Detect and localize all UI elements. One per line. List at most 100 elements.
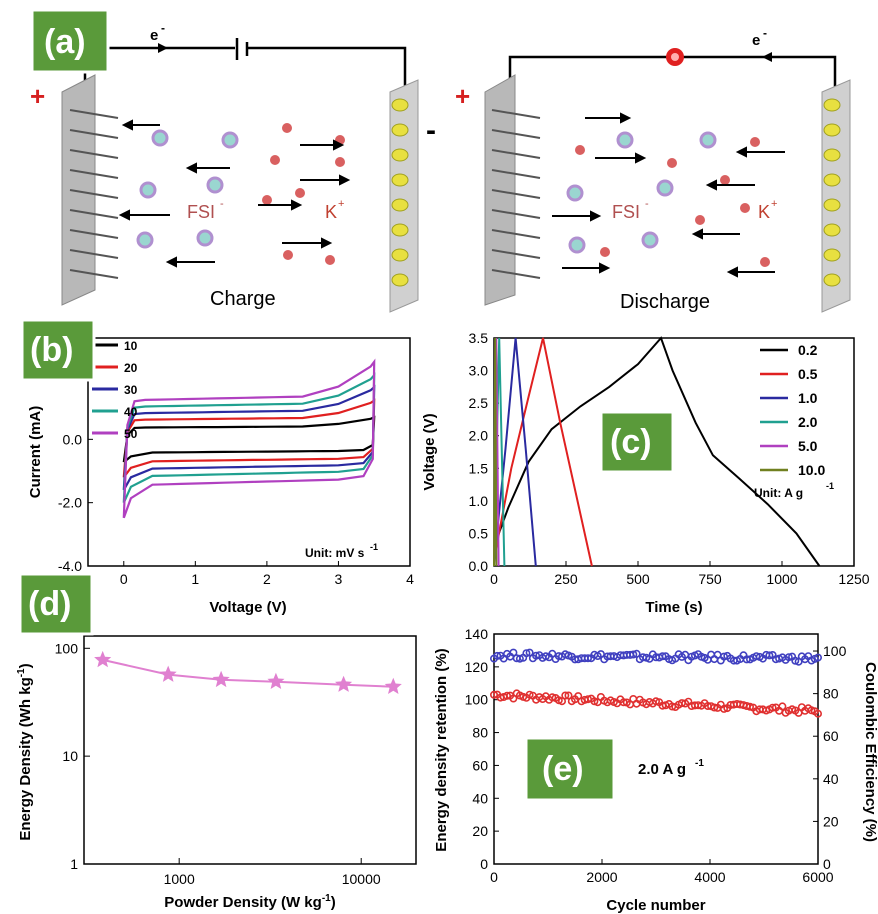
fsi-label-discharge: FSI	[612, 202, 640, 222]
panel-e-y2tick-label: 20	[823, 813, 839, 829]
panel-c-xtick-label: 0	[490, 571, 498, 587]
cathode-carbon-sheets-charge	[69, 109, 119, 279]
panel-b-legend-label: 30	[124, 383, 138, 397]
k-ions-discharge	[575, 137, 770, 267]
ion-arrows-discharge	[552, 112, 785, 278]
panel-b-xtick-label: 2	[263, 571, 271, 587]
charge-circuit-wire-right	[247, 46, 407, 105]
fsi-ions-charge	[136, 129, 239, 249]
k-label-charge: K	[325, 202, 337, 222]
panel-e-marker	[489, 690, 498, 699]
panel-c-xtick-label: 500	[626, 571, 650, 587]
panel-e-badge	[524, 736, 616, 802]
panel-c-unit: Unit: A g	[754, 486, 803, 500]
panel-a-badge	[30, 8, 110, 74]
panel-e-ytick-label: 20	[472, 823, 488, 839]
panel-e-marker	[784, 653, 793, 662]
panel-b-ytick-label: -4.0	[58, 558, 82, 574]
panel-e-y2tick-label: 60	[823, 728, 839, 744]
panel-b-curve-50	[122, 358, 376, 519]
panel-d-star-marker	[94, 650, 112, 668]
panel-e-series-0	[489, 689, 822, 718]
panel-e-xtick-label: 6000	[802, 869, 833, 885]
panel-e-ytick-label: 40	[472, 790, 488, 806]
panel-c-ytick-label: 1.0	[469, 493, 489, 509]
panel-e-xlabel: Cycle number	[606, 897, 705, 914]
panel-e-xtick-label: 0	[490, 869, 498, 885]
panel-e-y2label: Coulombic Efficiency (%)	[862, 662, 878, 842]
electron-sup-charge: -	[161, 21, 165, 35]
panel-d-ticks: 1000 10000 1 10 100	[55, 640, 381, 887]
panel-d-xtick-label: 1000	[164, 871, 195, 887]
panel-e-marker	[583, 654, 592, 663]
panel-c-curve-0.2	[493, 336, 821, 567]
panel-e-ticks: 0 2000 4000 6000020406080100120140020406080…	[465, 626, 847, 885]
anode-cylinders-charge	[391, 98, 409, 287]
panel-e-xtick-label: 4000	[694, 869, 725, 885]
panel-b-ylabel: Current (mA)	[27, 406, 44, 499]
panel-b-ytick-label: -2.0	[58, 495, 82, 511]
panel-c-legend-label: 5.0	[798, 438, 818, 454]
panel-e-ytick-label: 0	[480, 856, 488, 872]
panel-c-unit-sup: -1	[826, 481, 834, 491]
panel-e-marker	[557, 697, 566, 706]
panel-e-marker	[493, 651, 502, 660]
electron-sup-discharge: -	[763, 26, 767, 40]
panel-e-marker	[778, 702, 787, 711]
panel-e-marker	[548, 693, 557, 702]
fsi-ions-discharge	[566, 131, 717, 254]
panel-d-star-marker	[267, 672, 285, 689]
panel-e-marker	[564, 691, 573, 700]
k-sup-discharge: +	[771, 198, 777, 210]
electron-arrow-discharge	[762, 52, 772, 62]
panel-e-marker	[522, 649, 531, 658]
panel-d-curve	[102, 658, 394, 688]
panel-e-marker	[590, 697, 599, 706]
panel-c-ylabel: Voltage (V)	[421, 413, 438, 490]
fsi-sup-charge: -	[220, 198, 224, 210]
k-ions-charge	[262, 123, 345, 265]
panel-e-marker	[752, 652, 761, 661]
panel-e-annotation-sup: -1	[695, 758, 704, 769]
panel-e-marker	[765, 651, 774, 660]
panel-c-xlabel: Time (s)	[645, 599, 702, 616]
panel-d-ytick-label: 1	[70, 856, 78, 872]
panel-e-ylabel: Energy density retention (%)	[433, 648, 450, 851]
panel-c-legend: 0.2 0.5 1.0 2.0 5.0 10.0	[760, 342, 825, 478]
panel-c-ytick-label: 0.5	[469, 525, 489, 541]
panel-d-curves	[94, 650, 402, 694]
panel-c-ytick-label: 2.5	[469, 395, 489, 411]
panel-d-ytick-label: 100	[55, 640, 79, 656]
panel-b-legend-label: 50	[124, 427, 138, 441]
panel-c-ytick-label: 3.5	[469, 330, 489, 346]
panel-e-ytick-label: 100	[465, 692, 489, 708]
panel-c-curve-10.0	[493, 337, 498, 567]
panel-b-ytick-label: 0.0	[63, 431, 83, 447]
panel-c-ytick-label: 3.0	[469, 363, 489, 379]
panel-d-star-marker	[335, 675, 353, 692]
electron-arrow-charge	[158, 43, 168, 53]
plus-sign-charge: +	[30, 81, 45, 111]
panel-b-legend-label: 20	[124, 361, 138, 375]
panel-e-y2tick-label: 80	[823, 686, 839, 702]
panel-d-xlabel: Powder Density (W kg-1)	[164, 893, 335, 911]
panel-b-unit-sup: -1	[370, 542, 378, 552]
electron-label-charge: e	[150, 27, 158, 44]
panel-c-curves	[493, 336, 821, 567]
panel-c-xtick-label: 1250	[838, 571, 869, 587]
panel-b-legend-label: 10	[124, 339, 138, 353]
panel-c-ytick-label: 1.5	[469, 460, 489, 476]
plus-sign-discharge: +	[455, 81, 470, 111]
panel-e-marker	[629, 650, 638, 659]
panel-d-star-marker	[384, 677, 402, 694]
panel-c-badge-label: (c)	[610, 423, 652, 461]
panel-e-marker	[813, 709, 822, 718]
panel-c-ytick-label: 2.0	[469, 428, 489, 444]
ion-arrows-charge	[118, 119, 351, 268]
panel-b-xtick-label: 3	[335, 571, 343, 587]
panel-e-ytick-label: 60	[472, 757, 488, 773]
panel-c-gcd-chart: 0 250 500 750 1000 1250 0.0 0.5 1.0 1.5 2.0 2.5 3.0 3…	[421, 330, 870, 616]
electron-label-discharge: e	[752, 32, 760, 49]
